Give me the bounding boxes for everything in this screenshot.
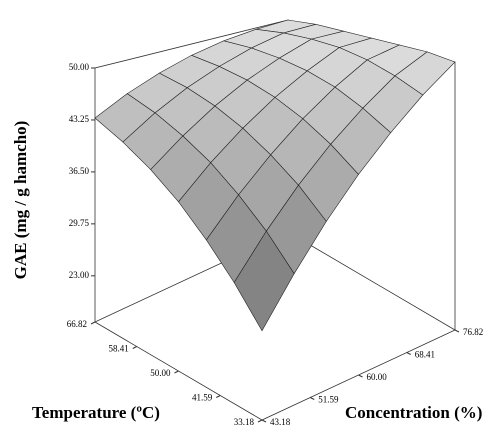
y-tick [454, 329, 460, 333]
z-tick-label: 23.00 [69, 270, 90, 280]
x-tick [257, 419, 263, 423]
surface-cell [233, 230, 295, 332]
y-tick-label: 68.41 [415, 350, 435, 360]
x-tick [90, 321, 96, 325]
x-tick-label: 58.41 [109, 344, 129, 354]
y-tick-label: 76.82 [463, 327, 483, 337]
z-tick-label: 36.50 [69, 166, 90, 176]
y-tick-label: 43.18 [270, 417, 291, 427]
z-axis-title: GAE (mg / g hamcho) [11, 121, 30, 280]
y-tick [310, 397, 315, 400]
z-tick-label: 50.00 [69, 62, 90, 72]
y-tick-label: 51.59 [318, 395, 339, 405]
z-tick-label: 43.25 [69, 114, 90, 124]
x-tick [132, 346, 137, 349]
x-tick-label: 50.00 [150, 368, 171, 378]
x-tick-label: 33.18 [234, 417, 255, 427]
x-tick-label: 41.59 [192, 393, 213, 403]
y-axis-title: Concentration (%) [345, 403, 482, 422]
y-tick [261, 419, 267, 423]
y-tick-label: 60.00 [367, 372, 388, 382]
y-tick [406, 352, 411, 355]
y-tick [358, 374, 363, 378]
x-axis-title: Temperature (ºC) [32, 403, 160, 422]
x-tick [174, 370, 179, 374]
z-tick-label: 29.75 [69, 218, 90, 228]
x-tick [216, 395, 221, 398]
x-tick-label: 66.82 [67, 319, 87, 329]
